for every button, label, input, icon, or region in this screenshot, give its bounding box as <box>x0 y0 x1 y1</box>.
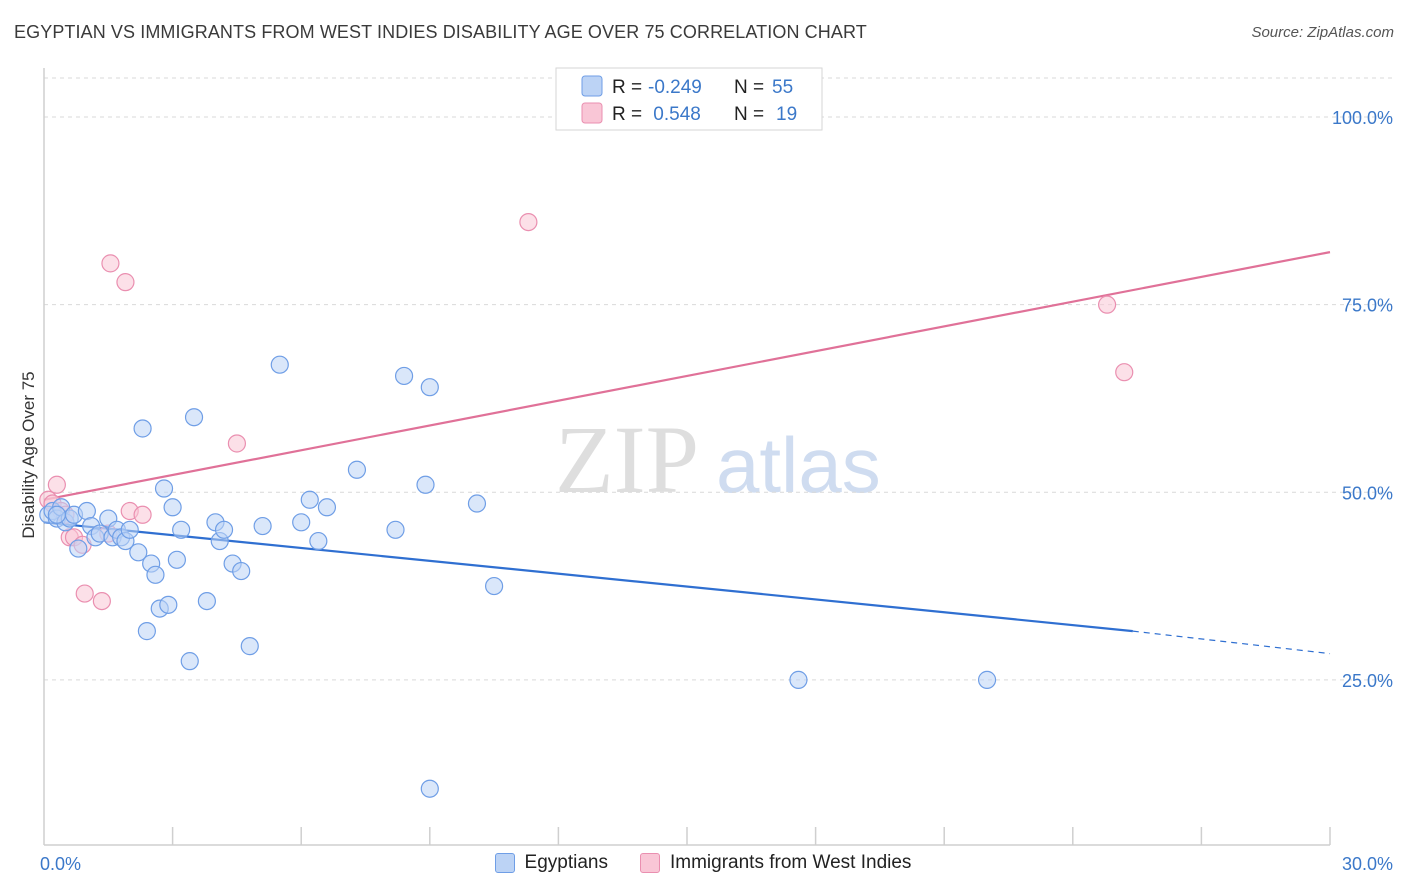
west-indies-point-8 <box>75 584 94 603</box>
egyptians-point-28 <box>172 520 191 539</box>
legend-label-egyptians: Egyptians <box>524 852 608 873</box>
axes <box>43 68 1331 846</box>
egyptians-trendline-extension <box>1132 630 1331 655</box>
west-indies-point-15 <box>227 434 246 453</box>
legend-item-egyptians: Egyptians <box>494 852 608 874</box>
y-tick-label-100: 100.0% <box>1332 108 1393 128</box>
egyptians-point-40 <box>292 513 311 532</box>
west-indies-point-12 <box>116 273 135 292</box>
watermark-zip: ZIP <box>555 406 699 513</box>
egyptians-point-31 <box>197 591 216 611</box>
source-credit: Source: ZipAtlas.com <box>1251 24 1394 41</box>
egyptians-point-17 <box>120 520 139 539</box>
west-indies-point-11 <box>101 254 120 273</box>
legend-r-value-2: 0.548 <box>648 104 701 125</box>
legend-item-west-indies: Immigrants from West Indies <box>640 852 911 874</box>
egyptians-point-46 <box>394 366 414 386</box>
y-tick-label-50: 50.0% <box>1342 483 1393 503</box>
egyptians-point-30 <box>184 408 204 427</box>
egyptians-point-39 <box>270 355 289 374</box>
egyptians-point-7 <box>69 539 88 558</box>
egyptians-point-43 <box>317 498 337 517</box>
egyptians-point-48 <box>420 378 439 397</box>
egyptians-point-51 <box>485 576 504 596</box>
west-indies-point-9 <box>92 591 111 611</box>
egyptians-point-41 <box>300 490 319 509</box>
y-tick-label-25: 25.0% <box>1342 671 1393 691</box>
egyptians-point-26 <box>163 498 182 517</box>
x-tick-label-min: 0.0% <box>40 854 81 874</box>
egyptians-point-47 <box>416 475 435 494</box>
legend-r-label-1: R = <box>612 77 642 98</box>
legend-label-west-indies: Immigrants from West Indies <box>670 852 912 873</box>
egyptians-point-29 <box>180 652 199 671</box>
egyptians-point-42 <box>309 531 328 551</box>
egyptians-point-8 <box>77 501 96 521</box>
correlation-legend: R = -0.249 N = 55 R = 0.548 N = 19 <box>555 67 823 131</box>
legend-n-value-1: 55 <box>772 77 793 98</box>
egyptians-trendline <box>43 521 1133 633</box>
west-indies-swatch <box>640 853 660 873</box>
legend-n-label-1: N = <box>734 77 764 98</box>
egyptians-point-18 <box>129 543 148 562</box>
west-indies-trendline <box>43 251 1331 501</box>
egyptians-point-45 <box>386 520 405 539</box>
egyptians-point-25 <box>159 595 178 614</box>
y-axis-label: Disability Age Over 75 <box>19 371 38 538</box>
egyptians-point-27 <box>167 550 186 569</box>
egyptians-point-34 <box>214 520 234 539</box>
egyptians-point-37 <box>240 637 259 656</box>
egyptians-point-22 <box>146 565 165 584</box>
west-indies-point-17 <box>1097 295 1117 314</box>
egyptians-swatch <box>494 853 515 873</box>
west-indies-point-14 <box>133 505 152 524</box>
egyptians-point-36 <box>232 561 251 581</box>
egyptians-point-54 <box>47 505 66 524</box>
chart-title: EGYPTIAN VS IMMIGRANTS FROM WEST INDIES … <box>14 22 867 42</box>
legend-r-value-1: -0.249 <box>648 77 702 98</box>
legend-swatch-west-indies <box>581 102 603 124</box>
legend-r-label-2: R = <box>612 104 642 125</box>
legend-n-label-2: N = <box>734 104 764 125</box>
egyptians-point-19 <box>133 419 152 438</box>
egyptians-point-50 <box>467 494 487 513</box>
egyptians-point-53 <box>977 670 997 689</box>
west-indies-point-16 <box>519 212 538 232</box>
egyptians-point-52 <box>789 670 808 689</box>
watermark-atlas: atlas <box>716 421 881 509</box>
egyptians-point-38 <box>253 516 272 536</box>
west-indies-point-18 <box>1115 363 1134 382</box>
series-legend: Egyptians Immigrants from West Indies <box>0 852 1406 874</box>
tick-labels: 25.0% 50.0% 75.0% 100.0% 0.0% 30.0% <box>40 108 1393 874</box>
west-indies-point-2 <box>47 475 66 494</box>
y-tick-label-75: 75.0% <box>1342 296 1393 316</box>
egyptians-point-44 <box>347 460 367 479</box>
egyptians-point-20 <box>137 622 156 641</box>
x-tick-label-max: 30.0% <box>1342 854 1393 874</box>
legend-n-value-2: 19 <box>776 104 797 125</box>
legend-swatch-egyptians <box>581 75 603 97</box>
egyptians-point-24 <box>154 479 174 498</box>
data-points <box>39 212 1134 798</box>
egyptians-point-49 <box>420 779 439 798</box>
